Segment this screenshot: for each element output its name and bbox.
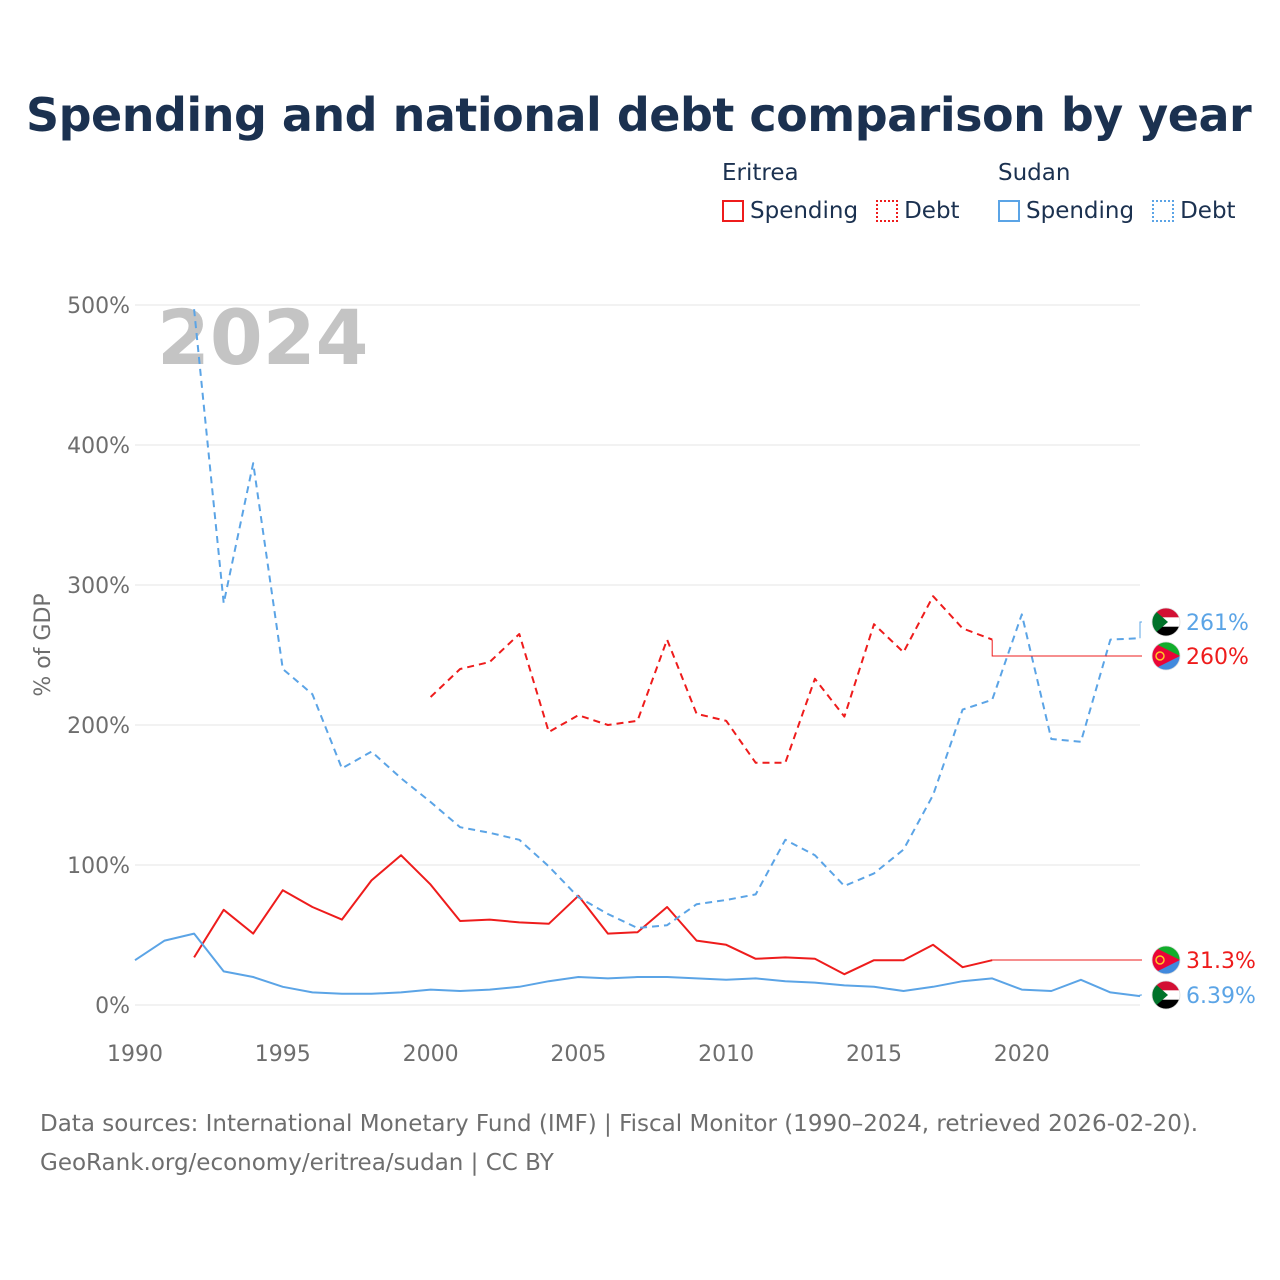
source-line-2[interactable]: GeoRank.org/economy/eritrea/sudan | CC B… (40, 1150, 554, 1176)
line-chart: 0% 100% 200% 300% 400% 500% 1990 1995 2000 2005 20… (31, 293, 1256, 1067)
legend-eritrea-spending[interactable]: Spending (722, 198, 858, 224)
sudan-spending-line[interactable] (134, 932, 1141, 998)
y-tick-label: 300% (67, 574, 130, 599)
x-tick-label: 1990 (107, 1042, 163, 1067)
x-tick-label: 1995 (255, 1042, 311, 1067)
x-tick-label: 2005 (550, 1042, 606, 1067)
end-value-label: 6.39% (1186, 984, 1256, 1009)
leader-line (1139, 621, 1142, 639)
legend-sudan-spending[interactable]: Spending (998, 198, 1134, 224)
legend-eritrea-debt[interactable]: Debt (876, 198, 960, 224)
dotted-swatch-icon (1152, 200, 1175, 222)
solid-swatch-icon (998, 200, 1020, 222)
eritrea-debt-line[interactable] (429, 595, 993, 764)
y-tick-label: 500% (67, 294, 130, 319)
end-value-label: 261% (1186, 611, 1249, 636)
eritrea-flag-icon (1151, 945, 1181, 975)
legend-item-label: Spending (1026, 198, 1135, 224)
x-tick-label: 2000 (403, 1042, 459, 1067)
sudan-flag-icon (1151, 980, 1181, 1010)
end-value-label: 260% (1186, 645, 1249, 670)
y-tick-label: 0% (95, 994, 130, 1019)
legend-country-label: Eritrea (722, 160, 799, 186)
legend-item-label: Debt (1180, 198, 1236, 224)
leader-line (991, 639, 1142, 657)
x-tick-label: 2015 (846, 1042, 902, 1067)
sudan-debt-line[interactable] (193, 309, 1141, 929)
eritrea-flag-icon (1151, 641, 1181, 671)
source-line-1: Data sources: International Monetary Fun… (40, 1111, 1199, 1137)
leader-line (1139, 994, 1142, 997)
chart-title: Spending and national debt comparison by… (26, 88, 1252, 142)
eritrea-spending-line[interactable] (193, 854, 993, 976)
sudan-flag-icon (1151, 607, 1181, 637)
legend-sudan-debt[interactable]: Debt (1152, 198, 1236, 224)
source-note: Data sources: International Monetary Fun… (40, 1105, 1198, 1183)
legend-item-label: Debt (904, 198, 960, 224)
x-tick-label: 2010 (698, 1042, 754, 1067)
dotted-swatch-icon (876, 200, 899, 222)
y-tick-label: 100% (67, 854, 130, 879)
y-tick-label: 200% (67, 714, 130, 739)
y-axis-label: % of GDP (31, 593, 56, 696)
legend-item-label: Spending (750, 198, 859, 224)
legend-country-label: Sudan (998, 160, 1071, 186)
year-watermark: 2024 (157, 293, 369, 382)
x-tick-label: 2020 (994, 1042, 1050, 1067)
legend-eritrea: Eritrea Spending Debt (722, 160, 960, 224)
solid-swatch-icon (722, 200, 744, 222)
y-tick-label: 400% (67, 434, 130, 459)
legend-sudan: Sudan Spending Debt (998, 160, 1236, 224)
end-value-label: 31.3% (1186, 949, 1256, 974)
